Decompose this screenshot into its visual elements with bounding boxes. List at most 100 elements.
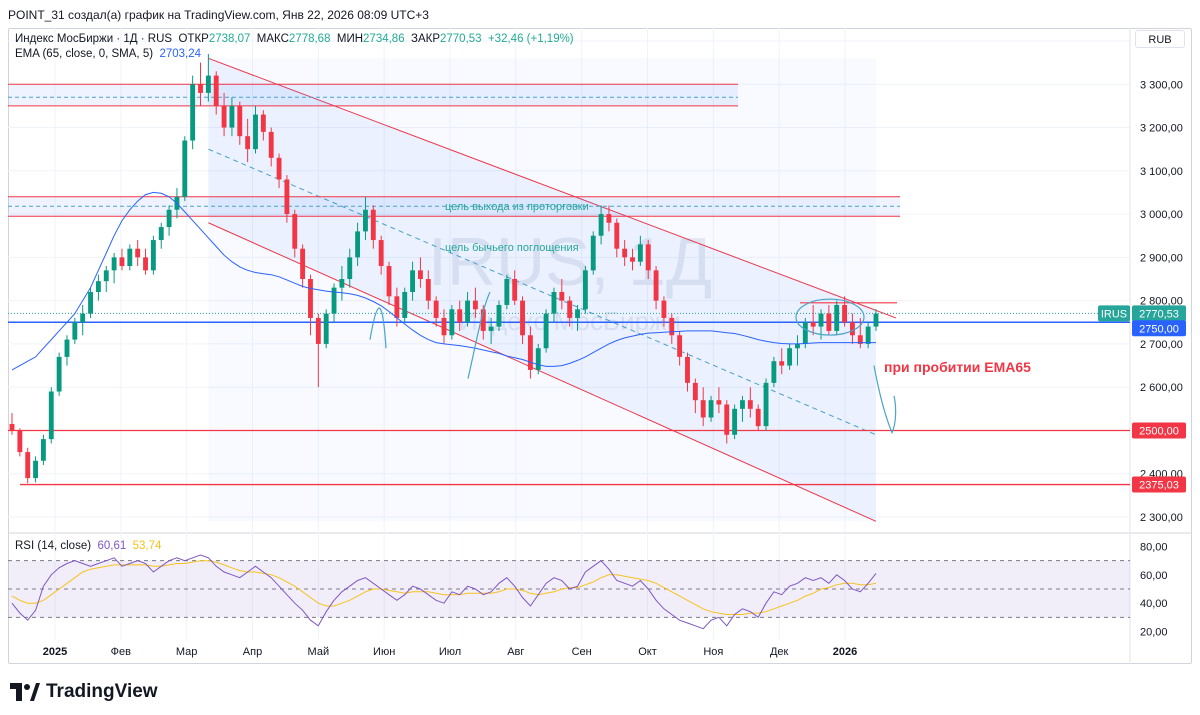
candle-body [653, 270, 659, 301]
candle-body [245, 136, 251, 150]
candle-body [143, 257, 148, 271]
rsi-legend: RSI (14, close) 60,61 53,74 [15, 540, 161, 552]
candle-body [394, 296, 400, 318]
time-tick-label: 2026 [833, 646, 857, 658]
rsi-tick-label: 20,00 [1140, 627, 1168, 639]
candle-body [606, 214, 612, 223]
time-tick-label: Дек [770, 646, 789, 658]
candle-body [488, 326, 494, 331]
price-tag-label: 2500,00 [1139, 425, 1179, 437]
candle-body [378, 240, 384, 267]
candle-body [771, 361, 777, 383]
candle-body [850, 322, 855, 336]
candle-body [842, 304, 848, 323]
price-tick-label: 2 600,00 [1140, 382, 1183, 394]
candle-body [198, 84, 203, 93]
candle-body [418, 270, 423, 279]
channel-top-line [208, 57, 897, 319]
time-tick-label: Авг [507, 646, 524, 658]
candle-body [363, 209, 368, 232]
high-label: МАКС [256, 33, 289, 45]
candle-body [551, 291, 557, 314]
candle-body [40, 439, 46, 461]
currency-button[interactable]: RUB [1135, 30, 1185, 48]
hand-mark [369, 307, 387, 349]
low-value: 2734,86 [363, 33, 405, 45]
price-tick-label: 2 800,00 [1140, 296, 1183, 308]
candle-body [724, 404, 730, 435]
candle-body [575, 309, 580, 318]
rsi-tick-label: 80,00 [1140, 542, 1168, 554]
price-tag-bg [1098, 305, 1130, 322]
price-tag: 2750,00 [1132, 320, 1186, 337]
candle-body [355, 231, 361, 258]
time-tick-label: Сен [572, 646, 592, 658]
candle-body [268, 131, 274, 158]
price-tick-label: 2 700,00 [1140, 339, 1183, 351]
candle-body [95, 281, 101, 292]
price-tag: IRUS [1098, 305, 1130, 322]
candle-body [865, 326, 871, 344]
candle-body [559, 291, 565, 301]
candle-body [661, 300, 667, 318]
tradingview-brand: TradingView [46, 681, 158, 702]
candle-body [33, 460, 38, 479]
price-tick-label: 3 300,00 [1140, 79, 1183, 91]
candle-body [472, 300, 478, 310]
hand-mark [467, 291, 491, 379]
chart-frame [8, 28, 1192, 664]
ema65-line [11, 191, 876, 371]
candle-body [818, 313, 824, 327]
price-tag-bg [1132, 305, 1186, 322]
price-tick-label: 3 100,00 [1140, 166, 1183, 178]
candle-body [787, 348, 793, 366]
candle-body [747, 400, 753, 409]
price-tick-label: 2 900,00 [1140, 252, 1183, 264]
candle-body [496, 304, 502, 327]
candle-body [692, 382, 698, 401]
price-tag-label: IRUS [1101, 308, 1127, 320]
candle-body [590, 235, 596, 271]
candle-body [504, 279, 510, 305]
candle-body [64, 339, 70, 357]
candle-body [622, 248, 628, 258]
price-tick-label: 3 000,00 [1140, 209, 1183, 221]
candle-body [449, 309, 455, 336]
price-tag-bg [1132, 476, 1186, 493]
candle-body [88, 291, 93, 314]
zone-box [8, 196, 900, 217]
chart-annotation: цель выхода из проторговки [445, 201, 589, 213]
candle-body [182, 140, 188, 197]
time-tick-label: Мар [176, 646, 198, 658]
ohlc-legend: Индекс МосБиржи · 1Д · RUS ОТКР2738,07 М… [15, 32, 574, 62]
candle-body [292, 214, 298, 249]
time-tick-label: Апр [243, 646, 262, 658]
rsi-tick-label: 60,00 [1140, 570, 1168, 582]
candle-body [543, 313, 549, 349]
candle-body [260, 114, 266, 132]
change-value: +32,46 (+1,19%) [487, 33, 574, 45]
candle-body [669, 317, 675, 336]
candle-body [135, 248, 141, 258]
candle-body [685, 356, 690, 383]
footer-brand[interactable]: TradingView [10, 680, 158, 704]
candle-body [441, 317, 447, 336]
price-tag: 2500,00 [1132, 422, 1186, 439]
candle-body [465, 300, 470, 323]
channel-bottom-line [208, 222, 877, 522]
candle-body [535, 348, 541, 370]
rsi-label[interactable]: RSI (14, close) [15, 540, 92, 552]
candle-body [527, 335, 533, 370]
time-tick-label: Июн [373, 646, 395, 658]
candle-body [386, 266, 392, 297]
time-tick-label: Окт [638, 646, 657, 658]
candle-body [56, 356, 62, 392]
ema-label[interactable]: EMA (65, close, 0, SMA, 5) [15, 48, 154, 60]
candle-body [276, 157, 282, 180]
candle-body [190, 84, 196, 141]
symbol-title[interactable]: Индекс МосБиржи · 1Д · RUS [15, 33, 173, 45]
chart-credit: POINT_31 создал(а) график на TradingView… [8, 8, 429, 22]
open-value: 2738,07 [208, 33, 251, 45]
candle-body [111, 257, 117, 271]
